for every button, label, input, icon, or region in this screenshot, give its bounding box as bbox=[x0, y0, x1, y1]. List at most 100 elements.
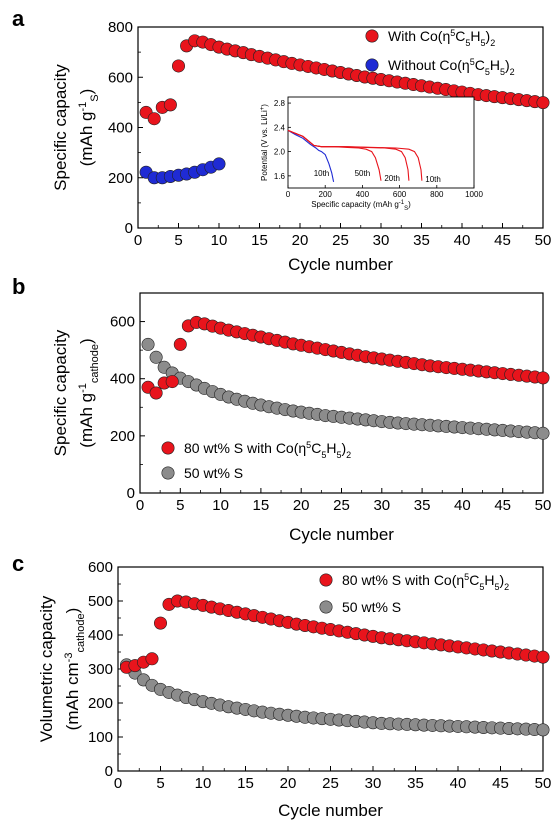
y-tick-label: 0 bbox=[105, 763, 113, 780]
inset-x-tick-label: 400 bbox=[356, 190, 370, 199]
x-tick-label: 20 bbox=[280, 775, 297, 792]
x-tick-label: 35 bbox=[414, 497, 431, 514]
y-axis-unit-label: (mAh g-1S) bbox=[77, 89, 101, 167]
y-tick-label: 600 bbox=[110, 314, 135, 331]
legend-marker bbox=[365, 29, 379, 43]
y-tick-label: 200 bbox=[110, 428, 135, 445]
legend-marker bbox=[319, 600, 333, 614]
legend: 80 wt% S with Co(η5C5H5)2 50 wt% S bbox=[161, 440, 351, 481]
legend-label: 80 wt% S with Co(η5C5H5)2 bbox=[342, 572, 509, 592]
data-point bbox=[172, 59, 186, 73]
inset-y-tick-label: 2.0 bbox=[274, 148, 286, 157]
x-axis-label: Cycle number bbox=[289, 525, 394, 544]
x-tick-label: 20 bbox=[292, 232, 309, 249]
panel-b: 0 5 10 15 20 25 30 35 40 45 50 0 200 400 600 Cycle numb… bbox=[12, 274, 551, 544]
legend: 80 wt% S with Co(η5C5H5)2 50 wt% S bbox=[319, 572, 509, 615]
legend: With Co(η5C5H5)2 Without Co(η5C5H5)2 bbox=[365, 28, 515, 77]
x-tick-label: 30 bbox=[365, 775, 382, 792]
x-tick-label: 50 bbox=[535, 232, 552, 249]
series-1 bbox=[139, 34, 550, 126]
x-tick-label: 50 bbox=[535, 497, 552, 514]
series-2 bbox=[139, 157, 226, 185]
x-tick-label: 45 bbox=[494, 232, 511, 249]
inset-y-axis-label: Potential (V vs. Li/Li+) bbox=[260, 104, 269, 181]
inset-annotation: 20th bbox=[384, 174, 400, 183]
x-tick-label: 15 bbox=[237, 775, 254, 792]
data-point bbox=[163, 98, 177, 112]
y-tick-label: 800 bbox=[108, 19, 133, 36]
legend-label: 80 wt% S with Co(η5C5H5)2 bbox=[184, 440, 351, 460]
panel-letter: b bbox=[12, 274, 25, 299]
x-tick-label: 30 bbox=[373, 232, 390, 249]
data-point bbox=[149, 350, 163, 364]
legend-marker bbox=[161, 466, 175, 480]
data-point bbox=[536, 723, 550, 737]
data-point bbox=[536, 371, 550, 385]
y-tick-label: 600 bbox=[108, 69, 133, 86]
y-tick-label: 400 bbox=[110, 371, 135, 388]
data-point bbox=[154, 616, 168, 630]
data-point bbox=[165, 375, 179, 389]
inset-annotation: 10th bbox=[314, 169, 330, 178]
y-tick-label: 400 bbox=[108, 120, 133, 137]
data-point bbox=[212, 157, 226, 171]
x-tick-label: 10 bbox=[195, 775, 212, 792]
x-tick-label: 45 bbox=[492, 775, 509, 792]
legend-label: 50 wt% S bbox=[342, 599, 401, 615]
inset-y-tick-label: 2.8 bbox=[274, 99, 286, 108]
legend-label: With Co(η5C5H5)2 bbox=[388, 28, 495, 48]
y-axis-label: Specific capacity bbox=[51, 329, 70, 456]
x-tick-label: 20 bbox=[293, 497, 310, 514]
x-tick-label: 5 bbox=[156, 775, 164, 792]
inset-curve-1 bbox=[287, 129, 335, 183]
x-tick-label: 45 bbox=[494, 497, 511, 514]
legend-marker bbox=[319, 573, 333, 587]
data-point bbox=[536, 426, 550, 440]
x-tick-label: 30 bbox=[373, 497, 390, 514]
y-tick-label: 400 bbox=[88, 627, 113, 644]
inset-x-tick-label: 0 bbox=[286, 190, 291, 199]
data-point bbox=[536, 96, 550, 110]
x-tick-label: 5 bbox=[174, 232, 182, 249]
data-point bbox=[145, 652, 159, 666]
inset-annotation: 10th bbox=[425, 175, 441, 184]
data-point bbox=[149, 386, 163, 400]
x-tick-label: 25 bbox=[333, 497, 350, 514]
x-tick-label: 0 bbox=[134, 232, 142, 249]
y-tick-label: 0 bbox=[127, 485, 135, 502]
series-1 bbox=[141, 315, 550, 400]
x-tick-label: 40 bbox=[454, 232, 471, 249]
x-tick-label: 50 bbox=[535, 775, 552, 792]
inset: 0 200 400 600 800 1000 1.6 2.0 2.4 2.8 Specific ca… bbox=[260, 96, 483, 212]
legend-label: Without Co(η5C5H5)2 bbox=[388, 57, 515, 77]
x-tick-label: 10 bbox=[211, 232, 228, 249]
x-tick-label: 0 bbox=[136, 497, 144, 514]
x-tick-label: 40 bbox=[454, 497, 471, 514]
inset-x-tick-label: 200 bbox=[319, 190, 333, 199]
data-point bbox=[173, 337, 187, 351]
inset-y-tick-label: 1.6 bbox=[274, 172, 286, 181]
y-tick-label: 300 bbox=[88, 661, 113, 678]
x-tick-label: 10 bbox=[212, 497, 229, 514]
y-tick-label: 0 bbox=[125, 220, 133, 237]
series-1 bbox=[120, 594, 550, 674]
y-axis-label: Volumetric capacity bbox=[37, 595, 56, 742]
inset-curve-4 bbox=[287, 129, 423, 181]
inset-frame bbox=[287, 96, 475, 189]
y-tick-label: 200 bbox=[88, 695, 113, 712]
data-point bbox=[147, 112, 161, 126]
legend-marker bbox=[161, 441, 175, 455]
y-tick-label: 100 bbox=[88, 729, 113, 746]
y-axis-label: Specific capacity bbox=[51, 64, 70, 191]
panel-a: 0 5 10 15 20 25 30 35 40 45 50 0 200 400 600 800 Cycle n… bbox=[12, 6, 551, 274]
panel-letter: a bbox=[12, 6, 25, 31]
series-2 bbox=[120, 658, 550, 737]
x-tick-label: 35 bbox=[407, 775, 424, 792]
y-axis-unit-label: (mAh cm-3cathode) bbox=[63, 608, 87, 731]
x-axis-label: Cycle number bbox=[288, 255, 393, 274]
x-axis-label: Cycle number bbox=[278, 801, 383, 820]
x-tick-label: 0 bbox=[114, 775, 122, 792]
legend-marker bbox=[365, 58, 379, 72]
inset-y-tick-label: 2.4 bbox=[274, 123, 286, 132]
